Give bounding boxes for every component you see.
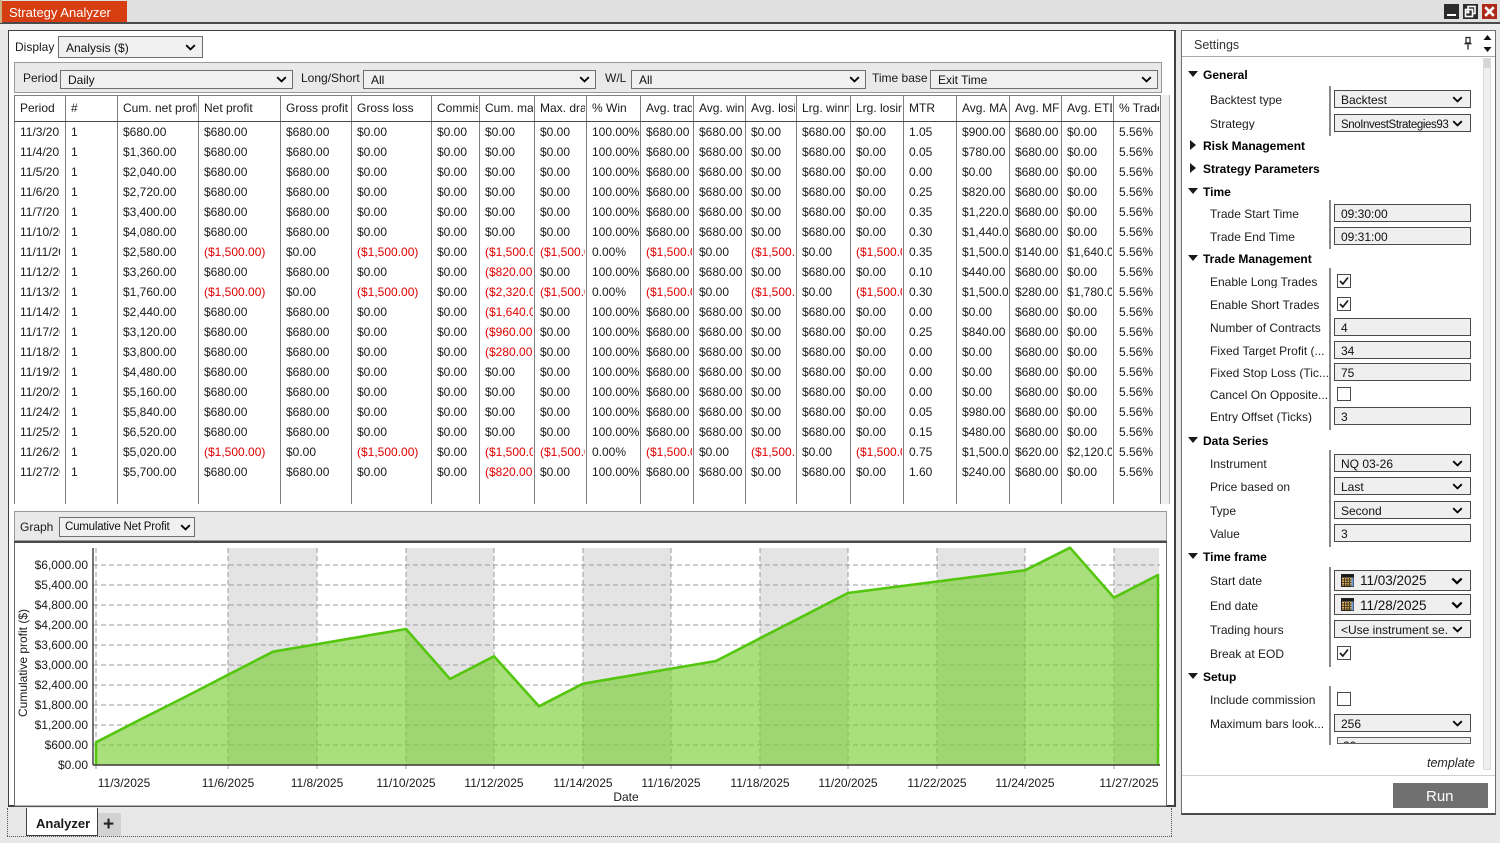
svg-text:$1,800.00: $1,800.00 [35, 698, 89, 712]
svg-text:$4,200.00: $4,200.00 [35, 618, 89, 632]
svg-text:$0.00: $0.00 [58, 758, 88, 772]
svg-text:Date: Date [613, 790, 639, 804]
svg-text:$5,400.00: $5,400.00 [35, 578, 89, 592]
svg-text:$6,000.00: $6,000.00 [35, 558, 89, 572]
svg-text:Cumulative profit ($): Cumulative profit ($) [16, 609, 30, 717]
svg-text:11/22/2025: 11/22/2025 [907, 776, 966, 790]
svg-text:11/8/2025: 11/8/2025 [291, 776, 344, 790]
svg-text:$3,000.00: $3,000.00 [35, 658, 89, 672]
svg-text:$2,400.00: $2,400.00 [35, 678, 89, 692]
svg-text:$1,200.00: $1,200.00 [35, 718, 89, 732]
svg-text:11/20/2025: 11/20/2025 [818, 776, 877, 790]
svg-text:$3,600.00: $3,600.00 [35, 638, 89, 652]
svg-text:$4,800.00: $4,800.00 [35, 598, 89, 612]
svg-text:11/12/2025: 11/12/2025 [464, 776, 523, 790]
svg-text:$600.00: $600.00 [45, 738, 89, 752]
svg-text:11/18/2025: 11/18/2025 [730, 776, 789, 790]
svg-text:11/16/2025: 11/16/2025 [641, 776, 700, 790]
svg-text:11/24/2025: 11/24/2025 [995, 776, 1054, 790]
svg-text:11/6/2025: 11/6/2025 [202, 776, 255, 790]
svg-text:11/10/2025: 11/10/2025 [376, 776, 435, 790]
svg-text:11/14/2025: 11/14/2025 [553, 776, 612, 790]
svg-text:11/27/2025: 11/27/2025 [1099, 776, 1158, 790]
svg-text:11/3/2025: 11/3/2025 [98, 776, 151, 790]
